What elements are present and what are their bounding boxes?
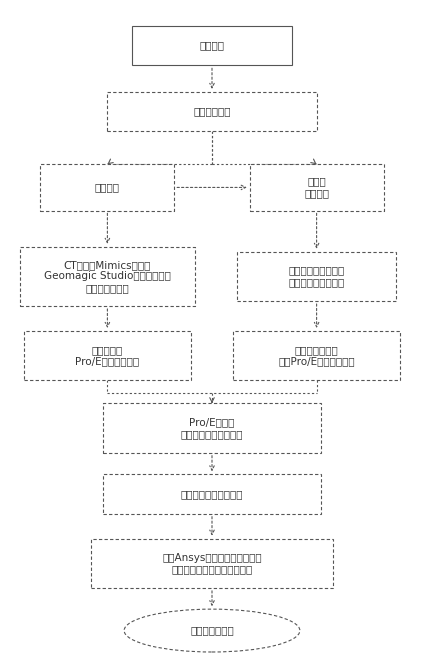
Text: CT扫描、Mimics软件、
Geomagic Studio软件进行数据
处理及逆向设计: CT扫描、Mimics软件、 Geomagic Studio软件进行数据 处理及… <box>44 260 171 293</box>
Text: 运用Ansys软件对各结构参数及
螺钉布置方案进行有限元分析: 运用Ansys软件对各结构参数及 螺钉布置方案进行有限元分析 <box>162 553 262 574</box>
Text: 查阅文献: 查阅文献 <box>200 41 224 51</box>
Bar <box>103 474 321 514</box>
Bar <box>107 92 317 132</box>
Text: 在骨折处设置骨折断片: 在骨折处设置骨折断片 <box>181 489 243 499</box>
Bar <box>250 164 384 211</box>
Text: 三维测量仪对接骨板
及螺钉进行三维测量: 三维测量仪对接骨板 及螺钉进行三维测量 <box>288 265 345 287</box>
Bar <box>20 247 195 306</box>
Bar <box>91 539 333 588</box>
Bar <box>132 26 292 65</box>
Text: Pro/E软件对
骨骼、接骨板进行组装: Pro/E软件对 骨骼、接骨板进行组装 <box>181 418 243 439</box>
Bar <box>233 331 400 380</box>
Text: 接骨板
类型选择: 接骨板 类型选择 <box>304 177 329 198</box>
Bar <box>24 331 191 380</box>
Bar <box>40 164 174 211</box>
Bar <box>103 404 321 453</box>
Ellipse shape <box>124 609 300 652</box>
Text: 对接骨板及螺钉
进行Pro/E三维简化建模: 对接骨板及螺钉 进行Pro/E三维简化建模 <box>278 344 355 366</box>
Text: 对骨骼进行
Pro/E三维简化建模: 对骨骼进行 Pro/E三维简化建模 <box>75 344 139 366</box>
Text: 分析评价与修正: 分析评价与修正 <box>190 626 234 636</box>
Text: 骨骼分析: 骨骼分析 <box>95 182 120 192</box>
Bar <box>237 252 396 301</box>
Text: 研究方案确定: 研究方案确定 <box>193 106 231 116</box>
